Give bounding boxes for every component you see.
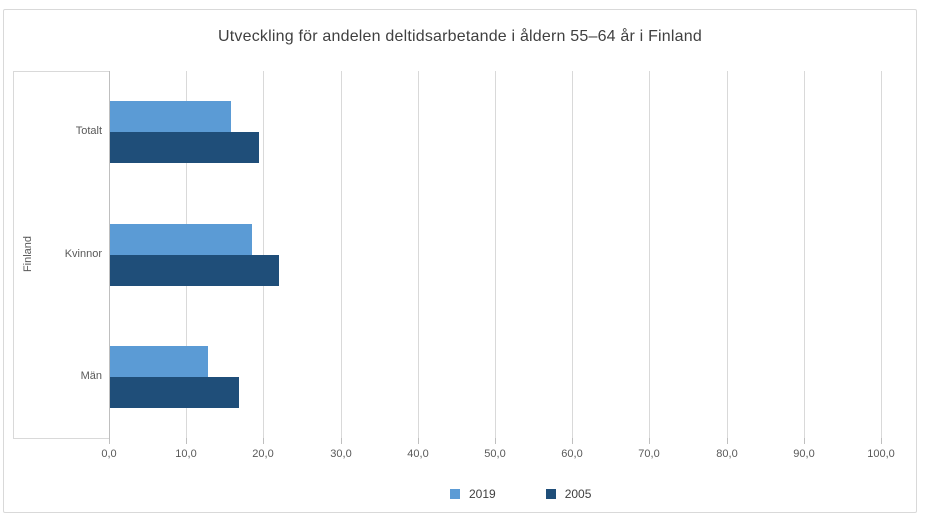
category-box-bottom-line (13, 438, 109, 439)
legend-swatch-2005 (545, 489, 556, 499)
value-axis-tick-label: 100,0 (867, 448, 895, 460)
value-axis-tick-label: 10,0 (175, 448, 197, 460)
gridline (495, 71, 496, 438)
bar-2019-män (110, 346, 208, 377)
gridline (263, 71, 264, 438)
legend-item-2005: 2005 (545, 487, 592, 501)
bar-2019-kvinnor (110, 224, 252, 255)
value-axis-tick-label: 90,0 (793, 448, 815, 460)
bar-2005-totalt (110, 132, 259, 163)
value-axis-tick-label: 20,0 (252, 448, 274, 460)
category-label-totalt: Totalt (75, 125, 102, 137)
axis-tickmark (572, 438, 573, 444)
legend: 2019 2005 (450, 487, 591, 501)
category-box-left-line (13, 71, 14, 439)
value-axis-tick-label: 70,0 (638, 448, 660, 460)
axis-tickmark (341, 438, 342, 444)
axis-tickmark (495, 438, 496, 444)
bar-2005-män (110, 377, 239, 408)
value-axis-tick-label: 60,0 (561, 448, 583, 460)
value-axis-tick-label: 80,0 (716, 448, 738, 460)
axis-tickmark (649, 438, 650, 444)
category-label-män: Män (80, 370, 102, 382)
gridline (881, 71, 882, 438)
category-label-kvinnor: Kvinnor (64, 248, 102, 260)
gridline (727, 71, 728, 438)
gridline (341, 71, 342, 438)
gridline (804, 71, 805, 438)
axis-tickmark (804, 438, 805, 444)
legend-swatch-2019 (450, 489, 460, 499)
legend-item-2019: 2019 (450, 487, 496, 501)
chart-title: Utveckling för andelen deltidsarbetande … (218, 28, 702, 45)
value-axis-tick-label: 50,0 (484, 448, 506, 460)
gridline (649, 71, 650, 438)
axis-tickmark (727, 438, 728, 444)
chart-frame: Utveckling för andelen deltidsarbetande … (3, 9, 917, 513)
value-axis-zero-line (109, 71, 110, 438)
gridline (418, 71, 419, 438)
value-axis-tick-label: 30,0 (330, 448, 352, 460)
outer-category-label: Finland (22, 235, 34, 273)
axis-tickmark (263, 438, 264, 444)
axis-tickmark (418, 438, 419, 444)
plot-area (109, 71, 882, 444)
axis-tickmark (109, 438, 110, 444)
value-axis-tick-label: 40,0 (407, 448, 429, 460)
legend-label-2019: 2019 (469, 487, 496, 501)
bar-2019-totalt (110, 101, 232, 132)
gridline (572, 71, 573, 438)
legend-label-2005: 2005 (564, 487, 592, 501)
axis-tickmark (881, 438, 882, 444)
bar-2005-kvinnor (110, 255, 280, 286)
value-axis-tick-label: 0,0 (101, 448, 117, 460)
category-box-top-line (13, 71, 109, 72)
axis-tickmark (186, 438, 187, 444)
